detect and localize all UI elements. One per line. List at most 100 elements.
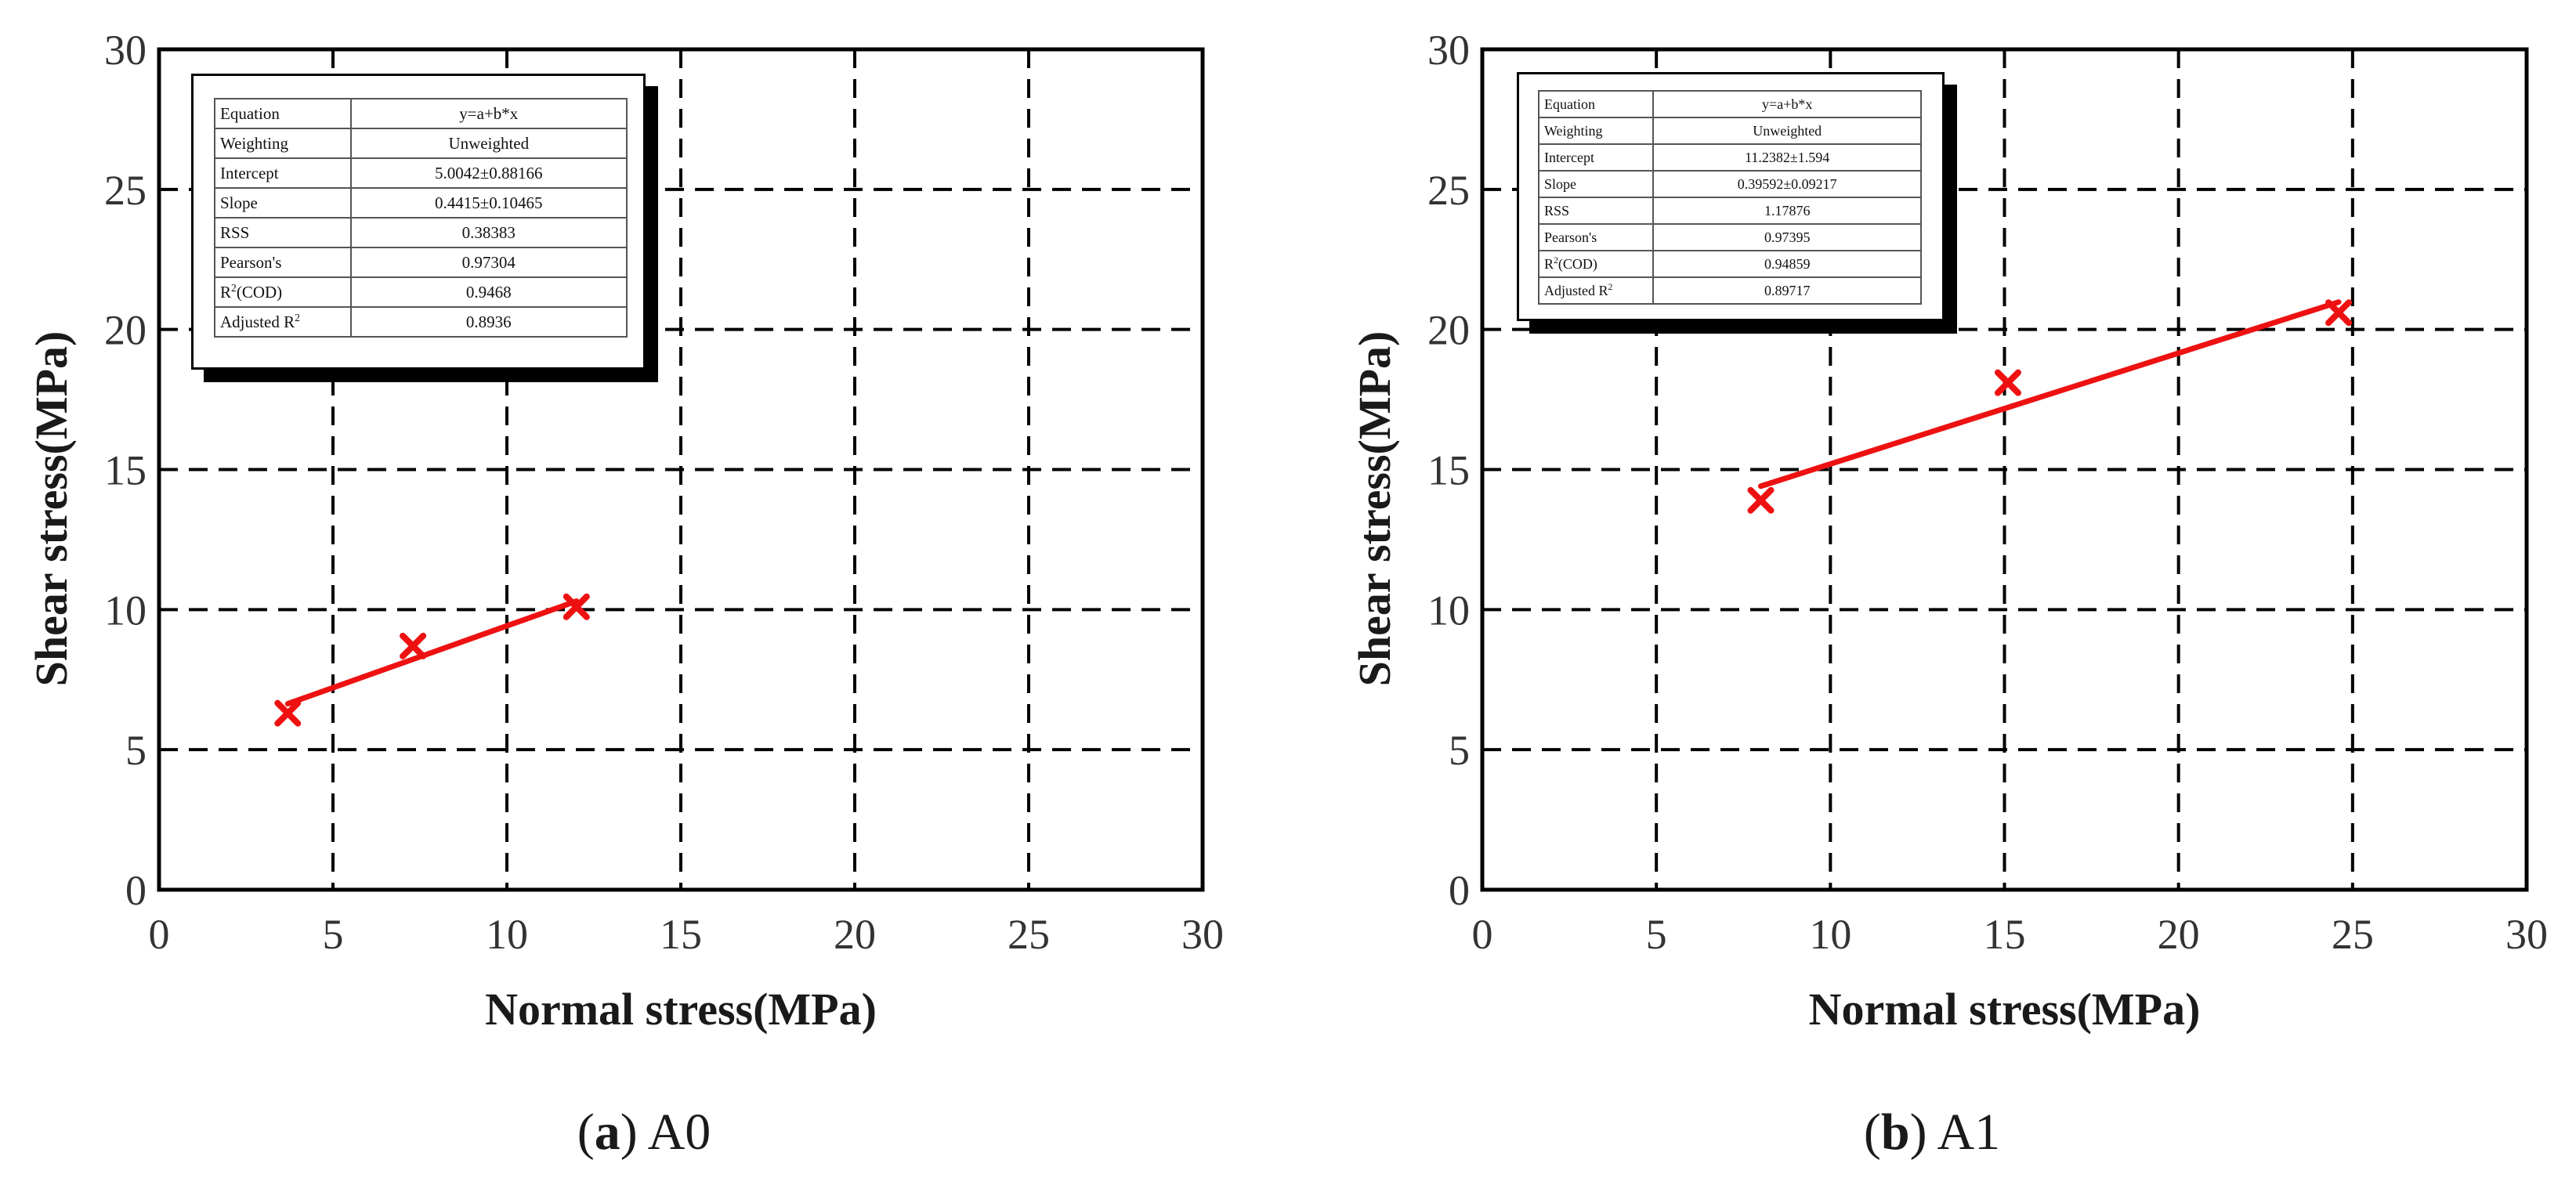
stats-label-b-7: Adjusted R2 [1537,276,1655,305]
stats-value-b-4: 1.17876 [1652,197,1922,225]
superscript-2: 2 [1608,281,1613,292]
y-tick-label-b-3: 15 [1427,447,1470,494]
x-axis-title-a: Normal stress(MPa) [485,984,877,1035]
data-point-stroke-a-2-b [563,593,590,620]
data-point-stroke-b-0-b [1747,486,1775,514]
x-tick-label-b-5: 25 [2332,911,2374,958]
data-point-stroke-b-2-b [2325,299,2353,327]
stats-label-a-7: Adjusted R2 [214,306,352,338]
caption-a: (a) A0 [577,1104,711,1161]
y-tick-label-a-1: 5 [125,727,147,774]
y-tick-label-b-2: 10 [1427,587,1470,634]
x-tick-label-a-4: 20 [834,911,876,958]
stats-label-b-1: Weighting [1537,117,1655,145]
x-tick-label-a-6: 30 [1181,911,1224,958]
y-axis-title-a: Shear stress(MPa) [26,331,77,687]
plot-frame-a [157,47,1205,892]
y-tick-label-b-4: 20 [1427,307,1470,354]
chart-panel-a: 0 5 10 15 20 25 30 0 5 10 15 20 25 30 Normal stress(MP… [26,27,1224,1161]
data-point-a-2 [563,593,590,620]
stats-row-b-4: RSS 1.17876 [1537,197,1922,225]
stats-label-a-6: R2(COD) [214,276,352,308]
stats-row-a-5: Pearson's 0.97304 [214,247,628,278]
chart-a-svg: 0 5 10 15 20 25 30 0 5 10 15 20 25 30 Normal stress(MP… [26,27,1224,1035]
stats-label-b-2: Intercept [1537,143,1655,172]
stats-value-b-1: Unweighted [1652,117,1922,145]
y-tick-label-a-5: 25 [104,167,147,214]
stats-table-body-a: Equation y=a+b*x Weighting Unweighted Interc… [214,98,628,338]
stats-row-b-3: Slope 0.39592±0.09217 [1537,170,1922,198]
stats-value-b-2: 11.2382±1.594 [1652,143,1922,172]
stats-value-b-7: 0.89717 [1652,276,1922,305]
data-point-b-0 [1747,486,1775,514]
fit-line-b [1757,299,2342,490]
x-tick-label-b-6: 30 [2505,911,2548,958]
superscript-2: 2 [1554,255,1558,266]
stats-value-a-4: 0.38383 [349,217,628,248]
stats-box-b: Equation y=a+b*x Weighting Unweighted Interc… [1517,72,1945,321]
stats-value-b-3: 0.39592±0.09217 [1652,170,1922,198]
stats-label-b-6: R2(COD) [1537,250,1655,278]
stats-value-b-6: 0.94859 [1652,250,1922,278]
stats-row-b-1: Weighting Unweighted [1537,117,1922,145]
stats-label-b-5: Pearson's [1537,223,1655,251]
y-tick-label-b-5: 25 [1427,167,1470,214]
stats-table-b: Equation y=a+b*x Weighting Unweighted Interc… [1537,90,1922,305]
stats-box-a: Equation y=a+b*x Weighting Unweighted Interc… [191,74,646,370]
caption-a-label: a [594,1104,620,1161]
stats-row-b-0: Equation y=a+b*x [1537,90,1922,118]
data-point-b-1 [1994,369,2021,396]
stats-label-a-3: Slope [214,187,352,219]
x-tick-label-a-2: 10 [486,911,528,958]
stats-row-a-2: Intercept 5.0042±0.88166 [214,157,628,189]
stats-label-b-3: Slope [1537,170,1655,198]
caption-a-text: A0 [647,1104,711,1161]
chart-panel-b: 0 5 10 15 20 25 30 0 5 10 15 20 25 30 Normal stress(MP… [1288,0,2576,1203]
stats-row-a-7: Adjusted R2 0.8936 [214,306,628,338]
stats-label-b-0: Equation [1537,90,1655,118]
stats-label-a-1: Weighting [214,128,352,159]
stats-value-a-1: Unweighted [349,128,628,159]
stats-table-body-b: Equation y=a+b*x Weighting Unweighted Interc… [1537,90,1922,305]
caption-b-text: A1 [1937,1104,2001,1161]
x-axis-title-b: Normal stress(MPa) [1809,984,2201,1035]
y-tick-label-a-6: 30 [104,27,147,74]
y-tick-label-b-6: 30 [1427,27,1470,74]
stats-value-a-3: 0.4415±0.10465 [349,187,628,219]
x-tick-label-b-0: 0 [1472,911,1493,958]
stats-value-b-0: y=a+b*x [1652,90,1922,118]
stats-row-b-6: R2(COD) 0.94859 [1537,250,1922,278]
stats-row-a-1: Weighting Unweighted [214,128,628,159]
fit-line-a [284,598,580,707]
stats-value-a-2: 5.0042±0.88166 [349,157,628,189]
y-tick-label-b-0: 0 [1449,867,1470,914]
stats-label-a-4: RSS [214,217,352,248]
y-tick-label-a-3: 15 [104,447,147,494]
stats-label-a-0: Equation [214,98,352,129]
stats-table-a: Equation y=a+b*x Weighting Unweighted Interc… [214,98,628,338]
stats-row-b-7: Adjusted R2 0.89717 [1537,276,1922,305]
y-axis-title-b: Shear stress(MPa) [1349,331,1400,687]
stats-row-a-0: Equation y=a+b*x [214,98,628,129]
superscript-2: 2 [295,311,300,323]
stats-value-a-0: y=a+b*x [349,98,628,129]
stats-value-a-5: 0.97304 [349,247,628,278]
data-point-stroke-a-0-b [274,699,302,727]
stats-row-b-2: Intercept 11.2382±1.594 [1537,143,1922,172]
stats-label-b-4: RSS [1537,197,1655,225]
data-point-a-1 [400,632,427,659]
stats-row-a-4: RSS 0.38383 [214,217,628,248]
data-point-stroke-a-1-b [400,632,427,659]
stats-label-a-2: Intercept [214,157,352,189]
superscript-2: 2 [231,281,237,294]
data-point-b-2 [2325,299,2353,327]
x-tick-label-b-4: 20 [2158,911,2200,958]
y-tick-label-a-4: 20 [104,307,147,354]
x-tick-label-a-0: 0 [149,911,170,958]
x-tick-label-b-2: 10 [1809,911,1851,958]
caption-b-label: b [1880,1104,1910,1161]
x-tick-label-a-5: 25 [1008,911,1050,958]
stats-label-a-5: Pearson's [214,247,352,278]
stats-value-a-6: 0.9468 [349,276,628,308]
stats-row-a-3: Slope 0.4415±0.10465 [214,187,628,219]
